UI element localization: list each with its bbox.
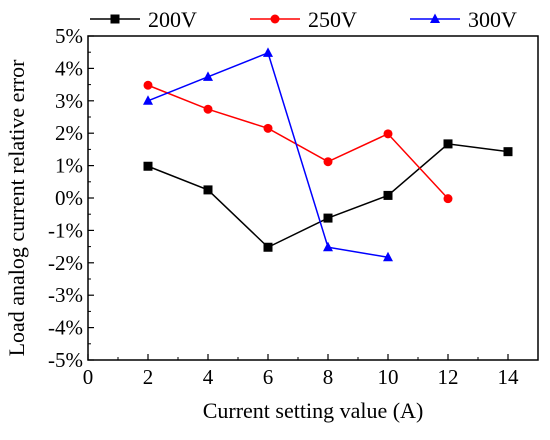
y-tick-label: -5% bbox=[48, 348, 83, 372]
y-tick-label: -3% bbox=[48, 283, 83, 307]
data-point bbox=[383, 190, 393, 200]
data-point bbox=[263, 123, 273, 133]
data-point bbox=[443, 139, 453, 149]
data-point bbox=[263, 47, 273, 57]
y-axis-label: Load analog current relative error bbox=[4, 59, 29, 357]
y-tick-label: 3% bbox=[55, 89, 83, 113]
data-point bbox=[143, 95, 153, 105]
y-tick-label: 2% bbox=[55, 121, 83, 145]
x-tick-label: 4 bbox=[203, 365, 214, 389]
data-point bbox=[323, 157, 333, 167]
x-tick-label: 12 bbox=[438, 365, 459, 389]
data-point bbox=[203, 104, 213, 114]
y-tick-label: -2% bbox=[48, 251, 83, 275]
y-tick-label: 1% bbox=[55, 154, 83, 178]
x-tick-label: 6 bbox=[263, 365, 274, 389]
plot-axes: 0 2 4 6 8 10 12 14 -5% -4% -3% -2% -1% 0% 1% 2% 3% 4% 5% bbox=[48, 24, 539, 389]
legend-entry: 200V bbox=[90, 7, 197, 32]
legend-label: 250V bbox=[308, 7, 357, 32]
legend-label: 200V bbox=[148, 7, 197, 32]
x-axis-label: Current setting value (A) bbox=[203, 398, 424, 423]
y-tick-label: 4% bbox=[55, 56, 83, 80]
legend-marker bbox=[270, 14, 280, 24]
legend-marker bbox=[430, 13, 440, 23]
x-tick-label: 14 bbox=[498, 365, 520, 389]
series-300V bbox=[143, 47, 393, 262]
data-point bbox=[143, 80, 153, 90]
y-tick-label: -1% bbox=[48, 218, 83, 242]
data-point bbox=[263, 242, 273, 252]
legend-entry: 300V bbox=[410, 7, 517, 32]
data-point bbox=[203, 71, 213, 81]
series-line bbox=[147, 51, 389, 259]
series-line bbox=[147, 84, 449, 200]
y-tick-label: 5% bbox=[55, 24, 83, 48]
x-tick-label: 0 bbox=[83, 365, 94, 389]
data-point bbox=[443, 194, 453, 204]
y-tick-label: -4% bbox=[48, 316, 83, 340]
y-tick-label: 0% bbox=[55, 186, 83, 210]
x-tick-label: 10 bbox=[378, 365, 399, 389]
legend-label: 300V bbox=[468, 7, 517, 32]
x-tick-label: 2 bbox=[143, 365, 154, 389]
data-point bbox=[323, 241, 333, 252]
series-200V bbox=[143, 139, 513, 252]
data-point bbox=[503, 147, 513, 157]
data-point bbox=[383, 129, 393, 139]
series-250V bbox=[143, 80, 453, 204]
legend-marker bbox=[110, 14, 120, 24]
series-layer bbox=[143, 47, 513, 262]
legend-entry: 250V bbox=[250, 7, 357, 32]
x-tick-label: 8 bbox=[323, 365, 334, 389]
data-point bbox=[143, 161, 153, 171]
legend: 200V 250V 300V bbox=[90, 7, 517, 32]
data-point bbox=[203, 185, 213, 195]
data-point bbox=[383, 251, 393, 262]
data-point bbox=[323, 213, 333, 223]
